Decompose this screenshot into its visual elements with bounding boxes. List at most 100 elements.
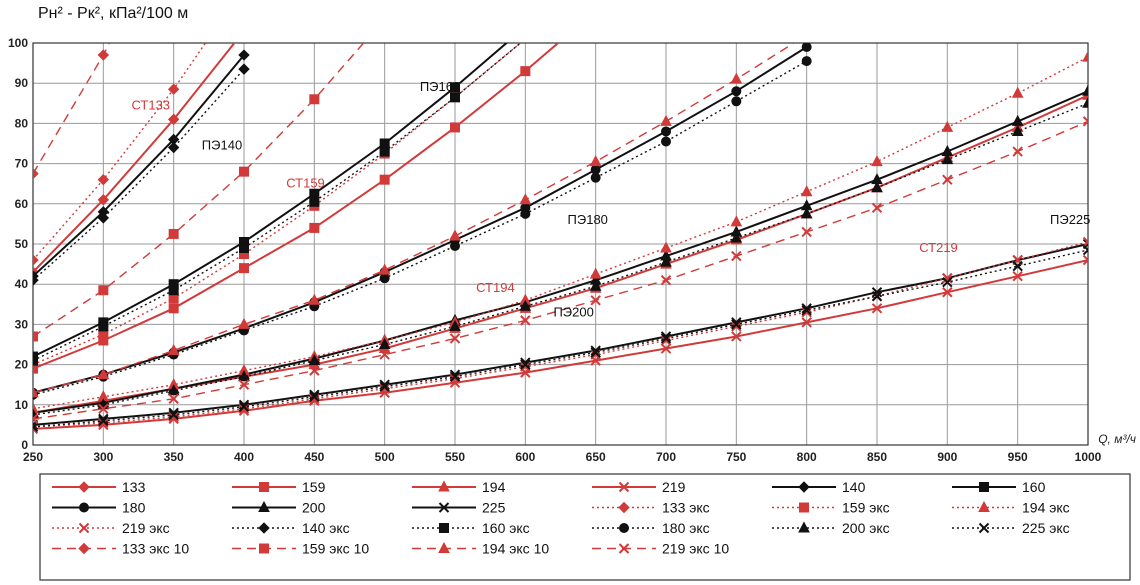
x-tick-label: 950 <box>1008 450 1028 464</box>
data-point-200-экс <box>308 354 321 366</box>
data-point-159 <box>259 482 269 492</box>
data-point-200-экс <box>1082 96 1088 108</box>
y-tick-label: 0 <box>21 438 28 452</box>
legend-item: 219 экс 10 <box>592 541 729 557</box>
data-point-194-экс-10 <box>167 343 180 356</box>
series-line-194 <box>33 94 1088 414</box>
data-point-159 <box>379 174 390 185</box>
legend-label: 159 экс <box>842 500 890 516</box>
data-point-225-экс <box>238 401 250 413</box>
data-point-219-экс <box>449 373 461 384</box>
data-point-219-экс-10 <box>590 295 601 306</box>
data-point-133-экс <box>618 501 630 514</box>
series-line-219-экс <box>33 241 1088 428</box>
series-160-экс <box>33 43 522 366</box>
annotation-label: ПЭ140 <box>202 138 242 153</box>
data-point-225-экс <box>978 522 990 534</box>
data-point-219-экс-10 <box>871 202 883 214</box>
data-point-219-экс-10 <box>942 174 953 185</box>
series-line-200-экс <box>33 102 1088 416</box>
data-point-200-экс <box>1011 124 1024 136</box>
legend-label: 180 экс <box>662 520 710 536</box>
legend-label: 160 экс <box>482 520 530 536</box>
data-point-219-экс-10 <box>731 250 742 262</box>
legend-item: 194 экс 10 <box>412 541 549 557</box>
data-point-200-экс <box>800 207 813 219</box>
series-line-160-экс <box>33 43 522 362</box>
legend-label: 159 <box>302 479 326 495</box>
data-point-219-экс <box>379 383 390 394</box>
legend-item: 219 <box>592 479 686 495</box>
data-point-225 <box>238 399 250 411</box>
data-point-219-экс <box>520 361 531 372</box>
legend-label: 219 экс 10 <box>662 541 729 557</box>
series-line-140 <box>33 54 245 277</box>
annotation-label: ПЭ200 <box>553 304 593 319</box>
data-point-225-экс <box>309 391 320 402</box>
y-tick-label: 100 <box>8 36 28 50</box>
data-point-225-экс <box>449 371 461 382</box>
data-point-194-экс-10 <box>519 193 532 205</box>
data-point-194-экс-10 <box>378 263 391 275</box>
data-point-194-экс <box>978 500 990 512</box>
data-point-180-экс <box>450 241 460 252</box>
legend-label: 194 экс <box>1022 500 1070 516</box>
series-line-159-экс <box>33 43 522 366</box>
data-point-194-экс-10 <box>308 293 321 305</box>
data-point-225 <box>731 317 742 328</box>
series-line-180 <box>33 46 808 394</box>
data-point-159-экс-10 <box>168 228 179 239</box>
data-point-160 <box>979 482 989 492</box>
legend-label: 225 <box>482 500 506 516</box>
data-point-200-экс <box>941 153 954 165</box>
data-point-159 <box>450 122 460 133</box>
data-point-225 <box>449 369 461 380</box>
data-point-194-экс-10 <box>97 368 110 380</box>
data-point-133-экс-10 <box>97 49 110 61</box>
data-point-219-экс <box>78 522 90 534</box>
data-point-194-экс-10 <box>33 386 39 398</box>
data-point-219-экс-10 <box>238 379 250 390</box>
data-point-225-экс <box>871 291 883 302</box>
data-point-133 <box>167 113 180 126</box>
x-tick-label: 900 <box>937 450 957 464</box>
data-point-200-экс <box>238 370 250 382</box>
data-point-140-экс <box>238 63 250 75</box>
x-tick-label: 550 <box>445 450 465 464</box>
data-point-219-экс-10 <box>618 543 630 554</box>
data-point-159-экс-10 <box>98 285 109 296</box>
legend-item: 219 экс <box>52 520 170 536</box>
data-point-219-экс-10 <box>98 403 109 415</box>
data-point-219-экс <box>660 335 672 346</box>
x-tick-label: 350 <box>164 450 184 464</box>
data-point-219-экс-10 <box>168 393 179 404</box>
legend-item: 194 экс <box>952 500 1070 516</box>
data-point-200 <box>1082 84 1088 96</box>
data-point-219-экс-10 <box>1012 146 1023 157</box>
x-tick-label: 300 <box>93 450 113 464</box>
data-point-219 <box>731 331 742 342</box>
data-point-133 <box>97 194 110 206</box>
data-point-219-экс-10 <box>33 413 39 425</box>
data-point-200-экс <box>449 319 461 331</box>
series-133-экс <box>33 43 207 266</box>
series-line-160 <box>33 43 509 358</box>
annotation-label: СТ159 <box>286 176 325 191</box>
legend-item: 159 экс 10 <box>232 541 369 557</box>
data-point-194-экс <box>871 155 883 167</box>
legend-item: 159 <box>232 479 326 495</box>
x-tick-label: 850 <box>867 450 887 464</box>
data-point-194-экс <box>1082 50 1088 62</box>
series-159-экс-10 <box>33 43 365 342</box>
legend-label: 194 экс 10 <box>482 541 549 557</box>
data-point-219-экс-10 <box>801 226 812 238</box>
data-point-219-экс <box>942 272 953 284</box>
x-tick-label: 1000 <box>1075 450 1102 464</box>
grid <box>32 42 1089 446</box>
data-point-180-экс <box>379 273 390 284</box>
series-159 <box>33 43 560 374</box>
data-point-160-экс <box>98 321 109 332</box>
data-point-219 <box>801 317 812 328</box>
data-point-194-экс-10 <box>730 72 743 84</box>
y-axis-title: Рн² - Рк², кПа²/100 м <box>38 5 188 22</box>
